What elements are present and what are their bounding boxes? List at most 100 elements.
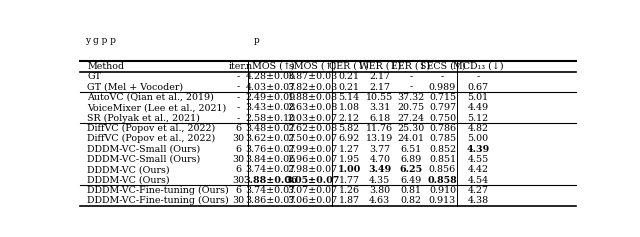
- Text: 20.75: 20.75: [397, 103, 424, 112]
- Text: GT (Mel + Vocoder): GT (Mel + Vocoder): [88, 83, 184, 92]
- Text: 4.27: 4.27: [468, 186, 489, 195]
- Text: 4.82: 4.82: [468, 124, 489, 133]
- Text: EER (↓): EER (↓): [391, 62, 431, 71]
- Text: 2.63±0.08: 2.63±0.08: [287, 103, 338, 112]
- Text: 4.35: 4.35: [369, 176, 390, 185]
- Text: 3.74±0.07: 3.74±0.07: [245, 165, 296, 174]
- Text: CER (↓): CER (↓): [329, 62, 369, 71]
- Text: 1.26: 1.26: [339, 186, 360, 195]
- Text: 2.49±0.09: 2.49±0.09: [245, 93, 296, 102]
- Text: -: -: [409, 72, 413, 81]
- Text: 0.82: 0.82: [401, 196, 421, 205]
- Text: 6.18: 6.18: [369, 114, 390, 123]
- Text: GT: GT: [88, 72, 101, 81]
- Text: 6: 6: [235, 145, 241, 154]
- Text: 2.99±0.07: 2.99±0.07: [287, 145, 338, 154]
- Text: 3.86±0.07: 3.86±0.07: [245, 196, 296, 205]
- Text: 3.87±0.03: 3.87±0.03: [287, 72, 338, 81]
- Text: 3.05±0.07: 3.05±0.07: [285, 176, 340, 185]
- Text: DDDM-VC (Ours): DDDM-VC (Ours): [88, 165, 170, 174]
- Text: DDDM-VC-Small (Ours): DDDM-VC-Small (Ours): [88, 145, 201, 154]
- Text: 1.88±0.08: 1.88±0.08: [288, 93, 338, 102]
- Text: 1.95: 1.95: [339, 155, 360, 164]
- Text: 2.58±0.10: 2.58±0.10: [245, 114, 296, 123]
- Text: 3.48±0.07: 3.48±0.07: [245, 124, 296, 133]
- Text: 3.88±0.06: 3.88±0.06: [243, 176, 298, 185]
- Text: 24.01: 24.01: [397, 134, 424, 143]
- Text: 0.67: 0.67: [468, 83, 489, 92]
- Text: 4.42: 4.42: [468, 165, 489, 174]
- Text: 30: 30: [232, 134, 244, 143]
- Text: 0.910: 0.910: [429, 186, 456, 195]
- Text: 4.70: 4.70: [369, 155, 390, 164]
- Text: 5.01: 5.01: [468, 93, 489, 102]
- Text: 27.24: 27.24: [397, 114, 424, 123]
- Text: 4.49: 4.49: [468, 103, 489, 112]
- Text: 2.12: 2.12: [339, 114, 360, 123]
- Text: -: -: [477, 72, 480, 81]
- Text: 3.49: 3.49: [368, 165, 391, 174]
- Text: 0.851: 0.851: [429, 155, 456, 164]
- Text: 0.21: 0.21: [339, 72, 360, 81]
- Text: 4.54: 4.54: [468, 176, 489, 185]
- Text: 0.913: 0.913: [429, 196, 456, 205]
- Text: DDDM-VC-Fine-tuning (Ours): DDDM-VC-Fine-tuning (Ours): [88, 196, 229, 205]
- Text: 13.19: 13.19: [366, 134, 394, 143]
- Text: 3.82±0.03: 3.82±0.03: [287, 83, 338, 92]
- Text: AutoVC (Qian et al., 2019): AutoVC (Qian et al., 2019): [88, 93, 214, 102]
- Text: 3.74±0.07: 3.74±0.07: [245, 186, 296, 195]
- Text: 11.76: 11.76: [366, 124, 394, 133]
- Text: 0.715: 0.715: [429, 93, 456, 102]
- Text: 30: 30: [232, 155, 244, 164]
- Text: 3.62±0.07: 3.62±0.07: [245, 134, 296, 143]
- Text: 2.50±0.07: 2.50±0.07: [287, 134, 338, 143]
- Text: 0.750: 0.750: [429, 114, 456, 123]
- Text: MCD₁₃ (↓): MCD₁₃ (↓): [453, 62, 504, 71]
- Text: 3.43±0.08: 3.43±0.08: [245, 103, 296, 112]
- Text: 0.989: 0.989: [429, 83, 456, 92]
- Text: 2.62±0.08: 2.62±0.08: [287, 124, 338, 133]
- Text: 0.786: 0.786: [429, 124, 456, 133]
- Text: 0.858: 0.858: [428, 176, 458, 185]
- Text: 6.89: 6.89: [400, 155, 422, 164]
- Text: 6.92: 6.92: [339, 134, 360, 143]
- Text: 3.76±0.07: 3.76±0.07: [245, 145, 296, 154]
- Text: 5.82: 5.82: [339, 124, 360, 133]
- Text: 3.84±0.06: 3.84±0.06: [245, 155, 296, 164]
- Text: 2.98±0.07: 2.98±0.07: [287, 165, 338, 174]
- Text: -: -: [236, 103, 240, 112]
- Text: 4.55: 4.55: [468, 155, 489, 164]
- Text: SECS (↑): SECS (↑): [420, 62, 465, 71]
- Text: 3.06±0.07: 3.06±0.07: [287, 196, 338, 205]
- Text: sMOS (↑): sMOS (↑): [289, 62, 337, 71]
- Text: 3.07±0.07: 3.07±0.07: [287, 186, 338, 195]
- Text: DDDM-VC-Small (Ours): DDDM-VC-Small (Ours): [88, 155, 201, 164]
- Text: 6.25: 6.25: [399, 165, 422, 174]
- Text: 1.00: 1.00: [337, 165, 361, 174]
- Text: 3.80: 3.80: [369, 186, 390, 195]
- Text: 1.08: 1.08: [339, 103, 360, 112]
- Text: -: -: [409, 83, 413, 92]
- Text: 0.797: 0.797: [429, 103, 456, 112]
- Text: 1.87: 1.87: [339, 196, 360, 205]
- Text: 4.28±0.06: 4.28±0.06: [245, 72, 296, 81]
- Text: 0.852: 0.852: [429, 145, 456, 154]
- Text: 2.96±0.07: 2.96±0.07: [287, 155, 338, 164]
- Text: WER (↓): WER (↓): [358, 62, 401, 71]
- Text: 6.49: 6.49: [400, 176, 422, 185]
- Text: -: -: [441, 72, 444, 81]
- Text: 6: 6: [235, 165, 241, 174]
- Text: 2.17: 2.17: [369, 72, 390, 81]
- Text: 1.27: 1.27: [339, 145, 360, 154]
- Text: 0.785: 0.785: [429, 134, 456, 143]
- Text: 5.00: 5.00: [468, 134, 489, 143]
- Text: DDDM-VC-Fine-tuning (Ours): DDDM-VC-Fine-tuning (Ours): [88, 186, 229, 195]
- Text: 6: 6: [235, 124, 241, 133]
- Text: 37.32: 37.32: [397, 93, 424, 102]
- Text: Method: Method: [88, 62, 125, 71]
- Text: 0.856: 0.856: [429, 165, 456, 174]
- Text: 6.51: 6.51: [400, 145, 422, 154]
- Text: 4.03±0.07: 4.03±0.07: [245, 83, 296, 92]
- Text: 0.81: 0.81: [401, 186, 421, 195]
- Text: 30: 30: [232, 196, 244, 205]
